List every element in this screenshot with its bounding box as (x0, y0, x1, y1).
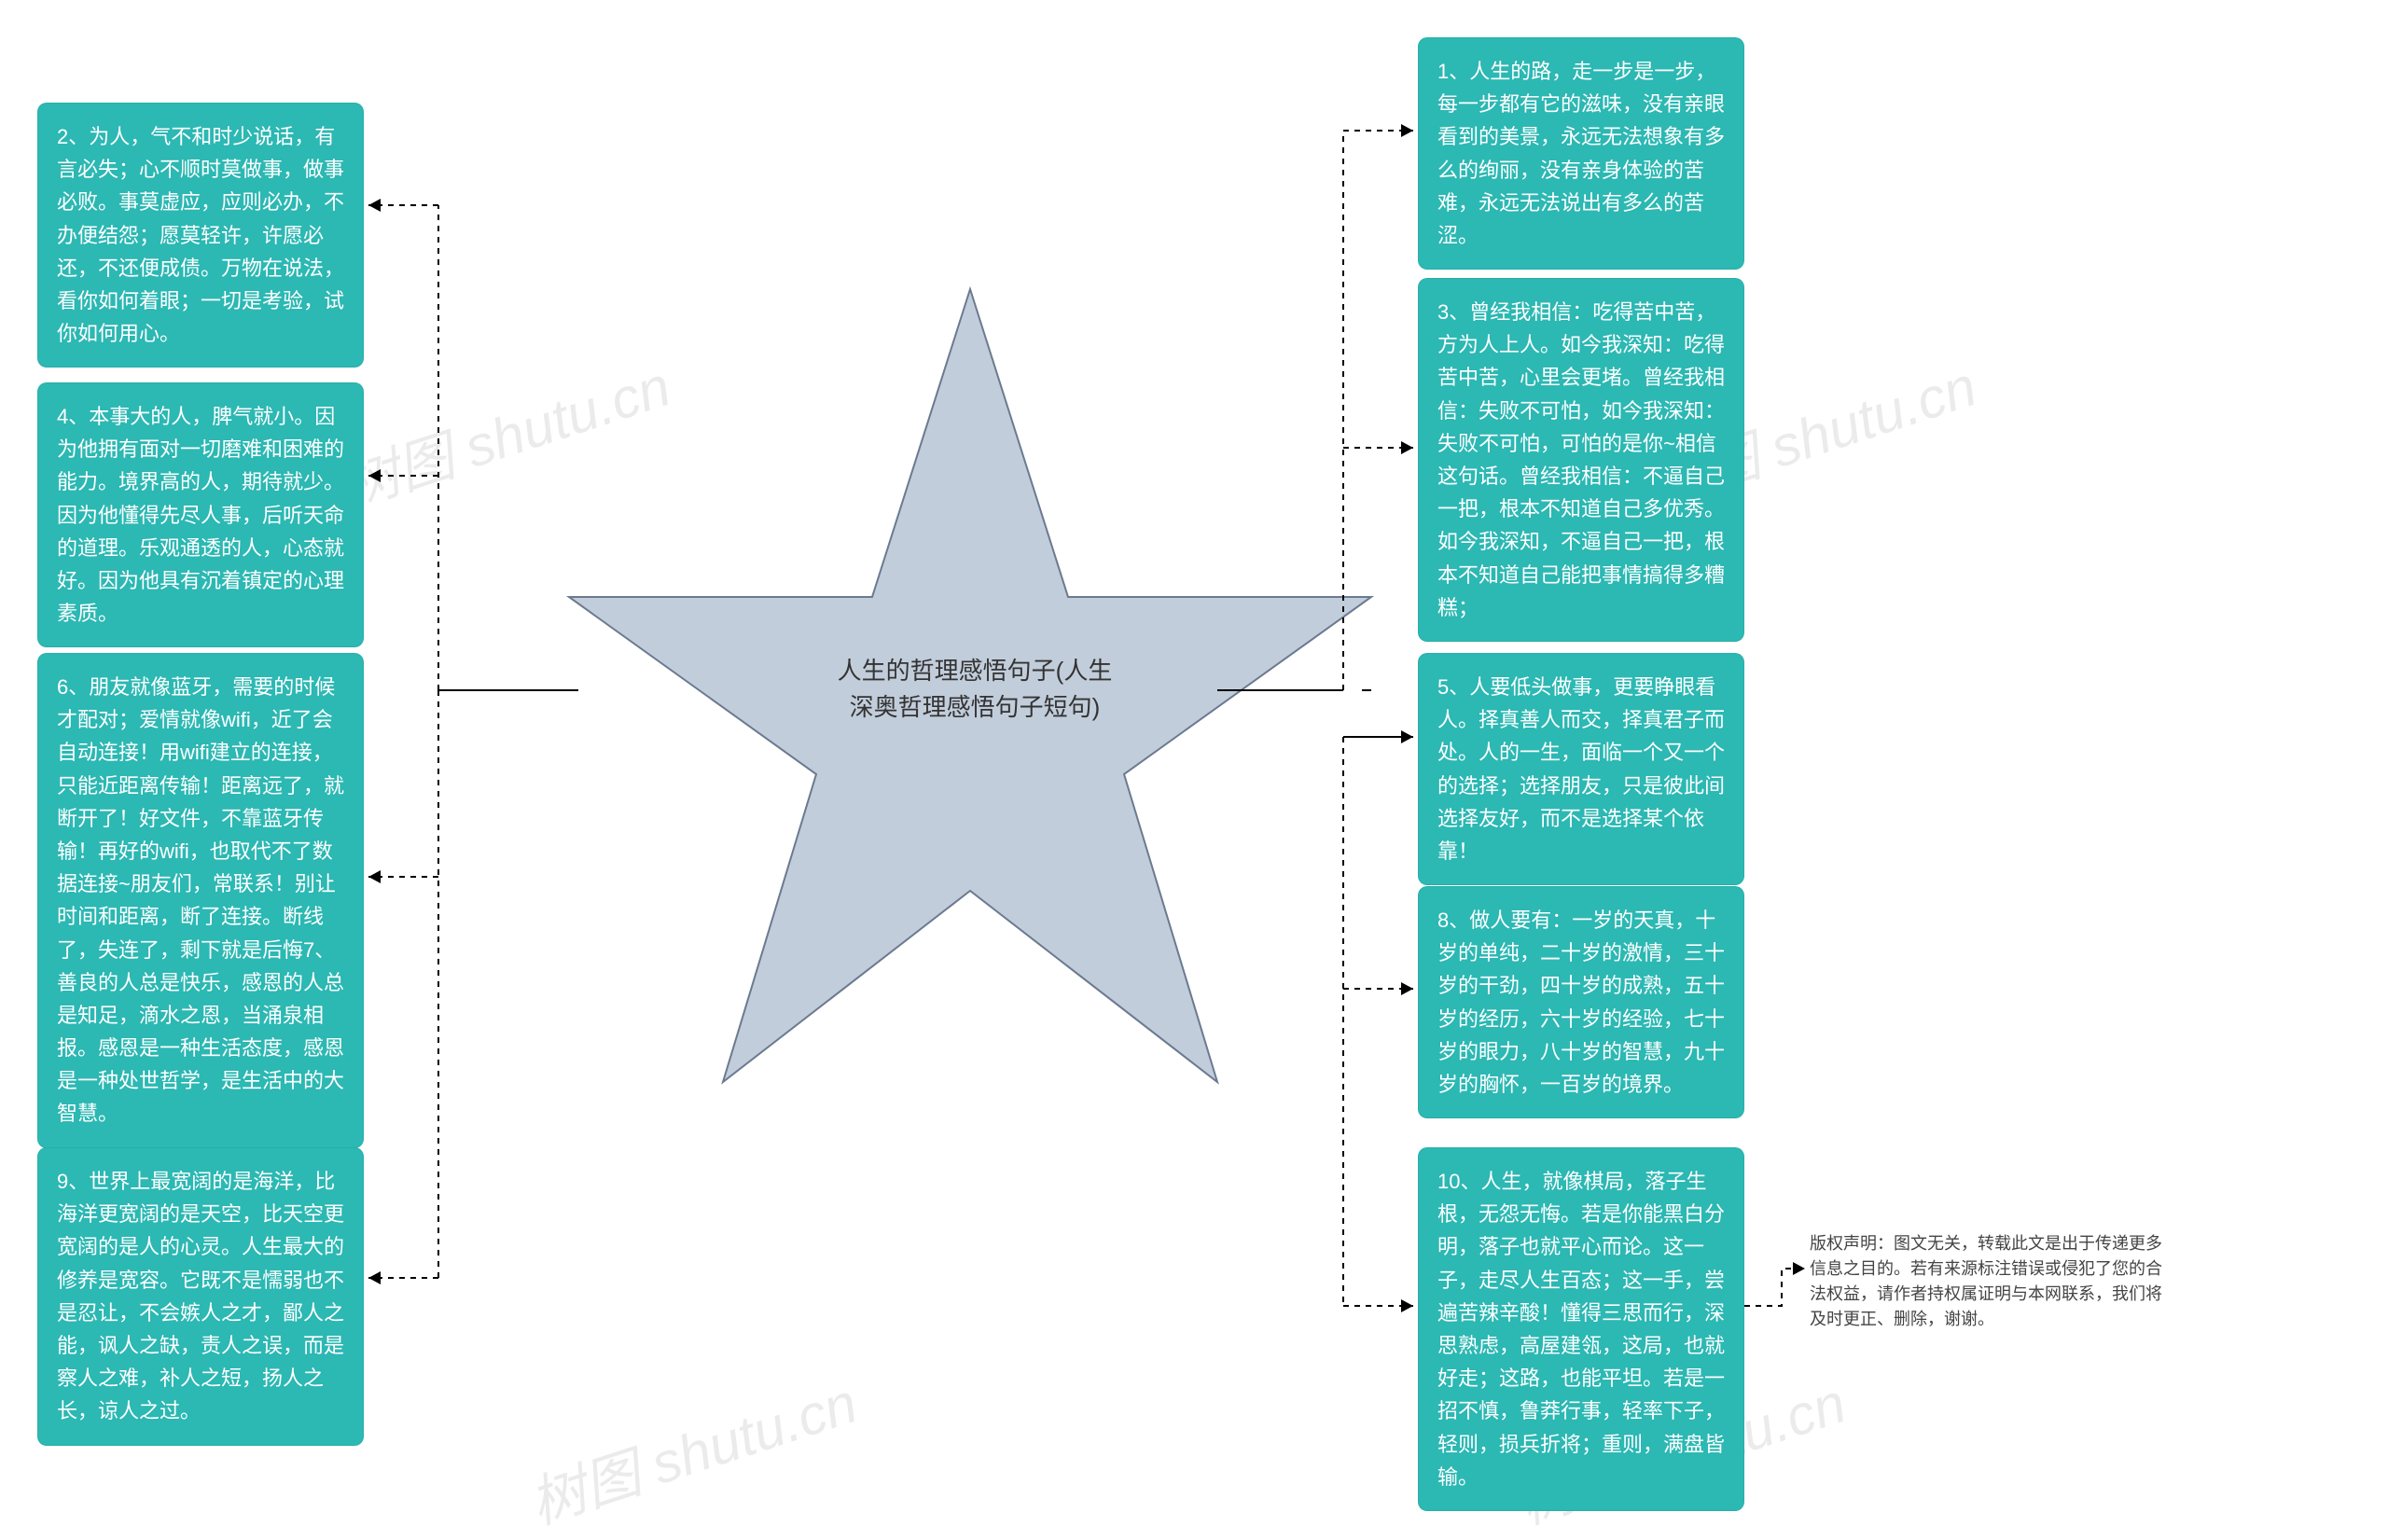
mindmap-canvas: 树图 shutu.cn 树图 shutu.cn 树图 shutu.cn 树图 s… (0, 0, 2388, 1510)
node-6[interactable]: 6、朋友就像蓝牙，需要的时候才配对；爱情就像wifi，近了会自动连接！用wifi… (37, 653, 364, 1148)
node-1[interactable]: 1、人生的路，走一步是一步，每一步都有它的滋味，没有亲眼看到的美景，永远无法想象… (1418, 37, 1744, 270)
node-8[interactable]: 8、做人要有：一岁的天真，十岁的单纯，二十岁的激情，三十岁的干劲，四十岁的成熟，… (1418, 886, 1744, 1118)
node-9[interactable]: 9、世界上最宽阔的是海洋，比海洋更宽阔的是天空，比天空更宽阔的是人的心灵。人生最… (37, 1147, 364, 1446)
node-3[interactable]: 3、曾经我相信：吃得苦中苦，方为人上人。如今我深知：吃得苦中苦，心里会更堵。曾经… (1418, 278, 1744, 642)
node-5[interactable]: 5、人要低头做事，更要睁眼看人。择真善人而交，择真君子而处。人的一生，面临一个又… (1418, 653, 1744, 885)
node-2[interactable]: 2、为人，气不和时少说话，有言必失；心不顺时莫做事，做事必败。事莫虚应，应则必办… (37, 103, 364, 368)
copyright-notice: 版权声明：图文无关，转载此文是出于传递更多信息之目的。若有来源标注错误或侵犯了您… (1810, 1231, 2164, 1332)
center-title: 人生的哲理感悟句子(人生深奥哲理感悟句子短句) (835, 653, 1115, 726)
watermark: 树图 shutu.cn (331, 341, 679, 523)
node-10[interactable]: 10、人生，就像棋局，落子生根，无怨无悔。若是你能黑白分明，落子也就平心而论。这… (1418, 1147, 1744, 1511)
node-4[interactable]: 4、本事大的人，脾气就小。因为他拥有面对一切磨难和困难的能力。境界高的人，期待就… (37, 382, 364, 647)
watermark: 树图 shutu.cn (518, 1358, 866, 1540)
